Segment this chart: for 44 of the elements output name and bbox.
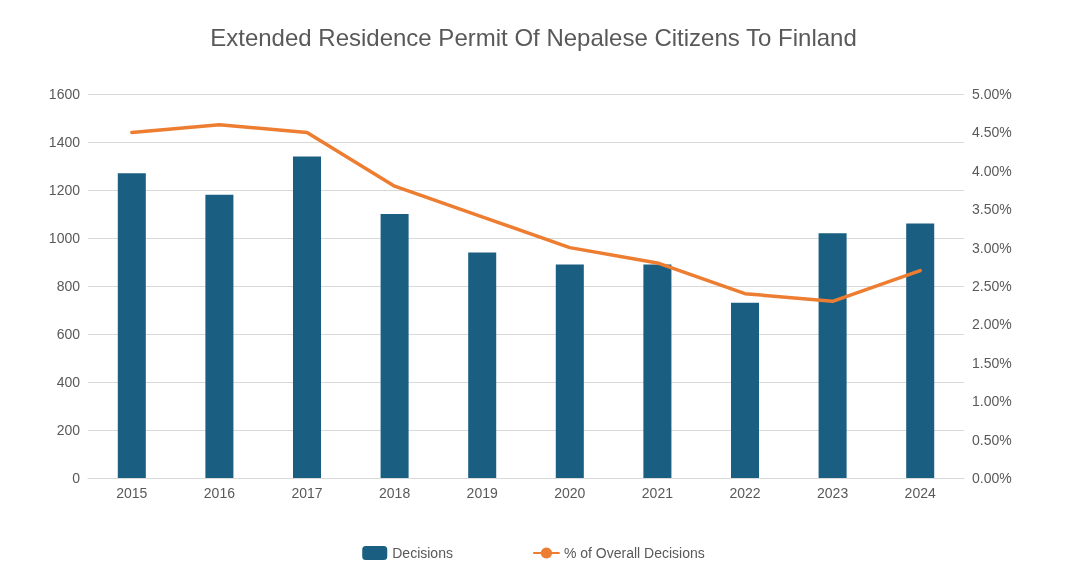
x-tick-label: 2020 [554,485,586,501]
x-tick-label: 2016 [203,485,236,501]
bar [818,233,847,478]
y-tick-label: 400 [56,374,81,390]
bar [292,156,322,478]
y-tick-label: 1200 [48,182,81,198]
x-tick-label: 2019 [466,485,498,501]
y2-tick-label: 4.00% [972,162,1012,179]
y2-tick-label: 4.50% [972,124,1012,141]
y2-tick-label: 3.00% [972,239,1012,256]
y-tick-label: 200 [56,422,81,438]
y-tick-label: 1600 [48,86,81,102]
bar [380,214,409,478]
y2-tick-label: 1.50% [972,354,1012,371]
y-tick-label: 800 [56,278,81,294]
bar [468,252,497,478]
y2-tick-label: 2.00% [972,316,1012,333]
legend-label: % of Overall Decisions [563,545,705,561]
x-tick-label: 2023 [817,485,849,501]
y2-tick-label: 3.50% [972,201,1012,218]
y2-tick-label: 2.50% [972,278,1012,294]
x-tick-label: 2022 [729,485,761,501]
y-tick-label: 0 [72,470,81,486]
line-series [130,122,922,304]
y2-tick-label: 0.50% [972,431,1012,448]
y2-tick-label: 1.00% [972,393,1012,410]
y-tick-label: 600 [56,326,81,342]
chart-title: Extended Residence Permit Of Nepalese Citizens To Finland [210,23,857,51]
bar [205,194,234,478]
x-tick-label: 2018 [379,485,411,501]
y2-tick-label: 0.00% [972,470,1012,486]
x-tick-label: 2021 [641,485,674,501]
y-tick-label: 1400 [48,134,81,150]
legend-label: Decisions [392,545,453,561]
bar [730,302,760,478]
bar [906,223,935,478]
y-tick-label: 1000 [48,230,81,246]
y2-tick-label: 5.00% [972,86,1012,102]
bar [555,264,584,478]
x-tick-label: 2024 [904,485,936,501]
bar [117,173,146,478]
bar [643,264,672,478]
x-tick-label: 2017 [291,485,323,501]
x-tick-label: 2015 [116,485,148,501]
